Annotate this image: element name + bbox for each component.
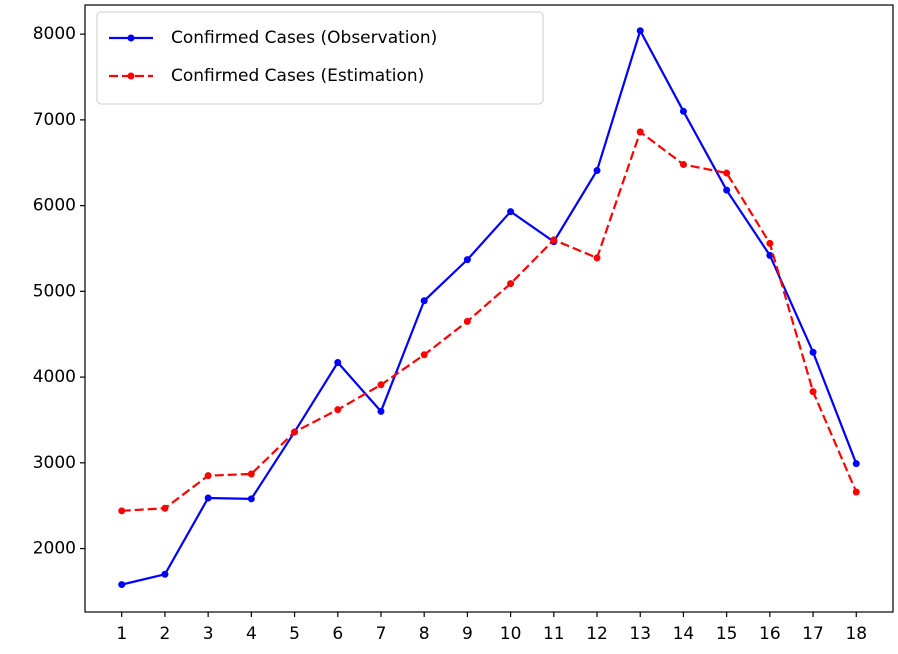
plot-frame <box>84 4 894 613</box>
y-tick-label: 2000 <box>33 539 76 559</box>
point <box>593 166 601 174</box>
y-tick-label: 8000 <box>33 24 76 44</box>
legend-box <box>96 11 544 105</box>
point <box>636 128 644 136</box>
x-tick-label: 6 <box>332 624 343 644</box>
legend-label: Confirmed Cases (Observation) <box>171 28 437 48</box>
point <box>809 388 817 396</box>
legend-label: Confirmed Cases (Estimation) <box>171 66 424 86</box>
point <box>420 297 428 305</box>
point <box>204 494 212 502</box>
point <box>463 317 471 325</box>
point <box>204 472 212 480</box>
point <box>118 507 126 515</box>
point <box>723 186 731 194</box>
x-tick-label: 8 <box>419 624 430 644</box>
point <box>334 406 342 414</box>
point <box>766 239 774 247</box>
legend-marker <box>127 34 135 42</box>
point <box>766 251 774 259</box>
x-tick-label: 11 <box>543 624 565 644</box>
point <box>247 495 255 503</box>
point <box>334 359 342 367</box>
x-tick-label: 5 <box>289 624 300 644</box>
x-tick-label: 16 <box>759 624 781 644</box>
point <box>507 208 515 216</box>
point <box>550 236 558 244</box>
point <box>507 280 515 288</box>
point <box>291 428 299 436</box>
series-line <box>121 130 858 512</box>
series-line <box>121 27 858 586</box>
x-tick-label: 10 <box>500 624 522 644</box>
x-tick-label: 17 <box>802 624 824 644</box>
point <box>161 504 169 512</box>
point <box>636 27 644 35</box>
x-tick-label: 9 <box>462 624 473 644</box>
y-tick-label: 7000 <box>33 110 76 130</box>
point <box>723 169 731 177</box>
x-tick-label: 7 <box>376 624 387 644</box>
point <box>463 256 471 264</box>
x-tick-label: 12 <box>586 624 608 644</box>
y-tick-label: 4000 <box>33 367 76 387</box>
legend-marker <box>127 72 135 80</box>
point <box>809 348 817 356</box>
point <box>118 581 126 589</box>
x-tick-label: 4 <box>246 624 257 644</box>
y-tick-label: 6000 <box>33 196 76 216</box>
point <box>852 460 860 468</box>
x-tick-label: 3 <box>203 624 214 644</box>
point <box>247 470 255 478</box>
x-tick-label: 14 <box>673 624 695 644</box>
x-tick-label: 2 <box>160 624 171 644</box>
point <box>377 381 385 389</box>
point <box>420 351 428 359</box>
x-tick-label: 15 <box>716 624 738 644</box>
x-tick-label: 1 <box>116 624 127 644</box>
point <box>679 160 687 168</box>
x-tick-label: 13 <box>629 624 651 644</box>
point <box>161 570 169 578</box>
x-tick-label: 18 <box>845 624 867 644</box>
point <box>593 254 601 262</box>
point <box>852 488 860 496</box>
legend: Confirmed Cases (Observation) Confirmed C… <box>96 11 544 105</box>
y-tick-label: 3000 <box>33 453 76 473</box>
point <box>377 407 385 415</box>
y-tick-label: 5000 <box>33 281 76 301</box>
point <box>679 107 687 115</box>
